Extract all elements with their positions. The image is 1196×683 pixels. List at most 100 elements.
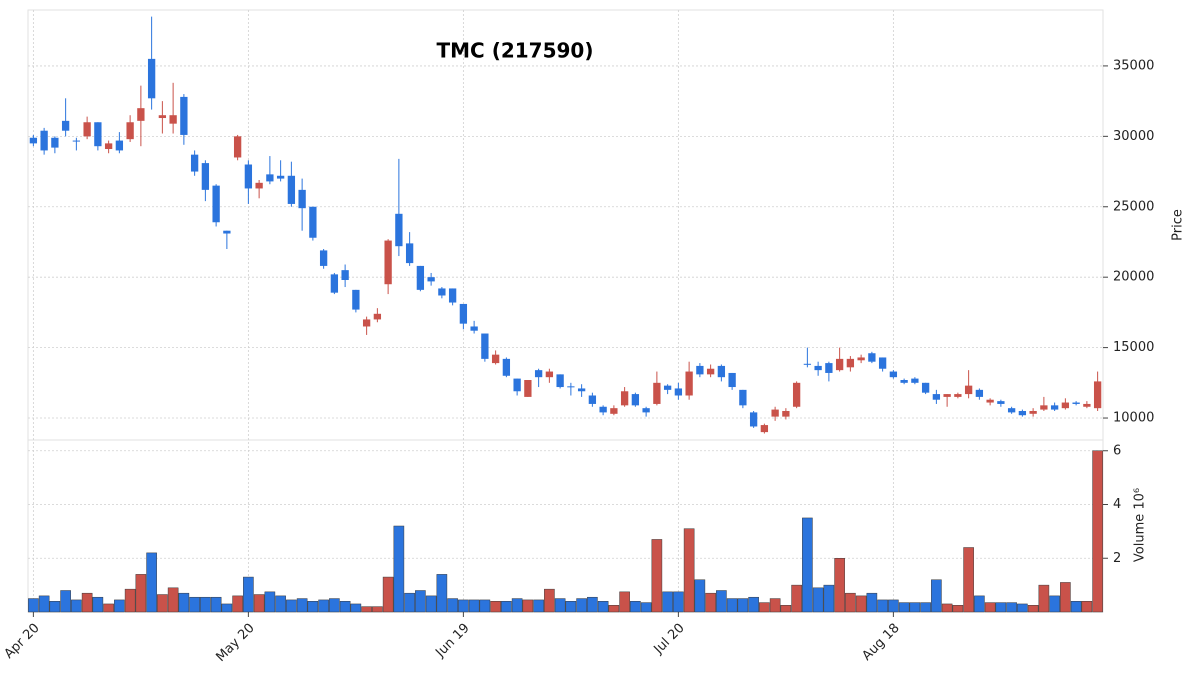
candle-body: [502, 358, 511, 376]
candle-body: [577, 388, 586, 392]
volume-bar: [748, 596, 759, 613]
volume-bar: [597, 601, 609, 613]
volume-bar: [339, 601, 351, 613]
candle-body: [964, 385, 973, 395]
candle-body: [438, 288, 446, 296]
candle-body: [1007, 408, 1016, 413]
volume-bar: [318, 599, 329, 613]
candle-body: [169, 115, 177, 124]
candle-body: [115, 140, 124, 151]
volume-bar: [1060, 582, 1071, 613]
candle-body: [782, 410, 790, 417]
candle-body: [352, 289, 360, 310]
volume-bar: [619, 591, 630, 613]
volume-axis-label: Volume 10⁶: [1133, 488, 1148, 562]
volume-bar: [425, 595, 437, 613]
candle-body: [717, 365, 726, 378]
volume-bar: [802, 517, 813, 613]
candle-body: [524, 380, 532, 397]
volume-bar: [167, 587, 179, 613]
volume-bar: [296, 598, 308, 613]
volume-bar: [791, 584, 802, 613]
candle-body: [975, 389, 984, 397]
candle-body: [889, 371, 898, 378]
volume-bar: [458, 599, 469, 613]
volume-bar: [146, 552, 157, 613]
volume-bar: [963, 547, 974, 613]
volume-bar: [124, 588, 136, 613]
candle-body: [696, 365, 704, 375]
candle-body: [384, 240, 392, 285]
x-tick-label: Aug 18: [860, 621, 903, 664]
candle-body: [900, 380, 908, 383]
volume-bar: [1070, 601, 1082, 613]
volume-bar: [554, 598, 566, 613]
candle-body: [126, 122, 134, 140]
y-tick-label: 15000: [1113, 340, 1154, 355]
candle-body: [771, 409, 779, 417]
volume-bar: [705, 592, 716, 613]
volume-bar: [200, 596, 211, 613]
volume-bar: [275, 595, 286, 613]
candle-body: [405, 243, 414, 264]
volume-bar: [662, 591, 673, 613]
candle-body: [470, 326, 478, 331]
volume-bar: [587, 596, 598, 613]
candle-body: [728, 372, 736, 388]
candle-body: [1040, 405, 1048, 410]
volume-bar: [415, 590, 426, 613]
volume-tick-label: 6: [1113, 443, 1121, 458]
candle-body: [373, 313, 382, 320]
volume-bar: [522, 599, 534, 613]
candle-body: [287, 175, 296, 204]
candle-body: [190, 154, 199, 172]
candle-body: [835, 358, 844, 371]
candle-body: [40, 130, 48, 151]
candle-body: [921, 382, 930, 393]
x-tick-label: Jun 19: [432, 621, 472, 661]
volume-bar: [673, 591, 684, 613]
volume-bar: [952, 605, 964, 613]
volume-bar: [511, 598, 523, 613]
volume-bar: [780, 605, 792, 613]
volume-tick-label: 4: [1113, 497, 1121, 512]
volume-tick-label: 2: [1113, 551, 1121, 566]
y-tick-label: 30000: [1113, 129, 1154, 144]
volume-bar: [1006, 602, 1017, 613]
candle-body: [201, 163, 210, 190]
candle-body: [61, 120, 70, 131]
candle-body: [674, 388, 683, 396]
candle-body: [954, 394, 962, 397]
candle-body: [663, 385, 672, 390]
y-tick-label: 20000: [1113, 270, 1154, 285]
candle-body: [341, 270, 349, 280]
candle-body: [792, 382, 801, 407]
volume-bar: [845, 592, 856, 613]
candle-body: [706, 368, 715, 375]
volume-bar: [630, 601, 641, 613]
volume-bar: [92, 596, 104, 613]
candle-body: [137, 108, 145, 121]
candle-body: [255, 182, 263, 189]
volume-bar: [329, 598, 340, 613]
y-axis-label: Price: [1171, 209, 1186, 241]
volume-bar: [501, 601, 512, 613]
volume-bar: [157, 594, 168, 613]
volume-bar: [877, 599, 888, 613]
candle-body: [212, 185, 220, 223]
volume-bar: [694, 579, 706, 613]
volume-bar: [178, 592, 190, 613]
volume-bar: [221, 603, 233, 613]
candle-body: [599, 406, 607, 413]
candle-body: [330, 274, 339, 293]
volume-bar: [565, 601, 577, 613]
candle-body: [147, 58, 156, 99]
candle-body: [395, 213, 403, 247]
volume-bar: [71, 599, 82, 613]
candle-body: [29, 137, 38, 144]
candle-body: [309, 206, 317, 238]
candle-body: [1029, 410, 1037, 414]
volume-bar: [898, 602, 910, 613]
volume-panel: [27, 439, 1104, 613]
